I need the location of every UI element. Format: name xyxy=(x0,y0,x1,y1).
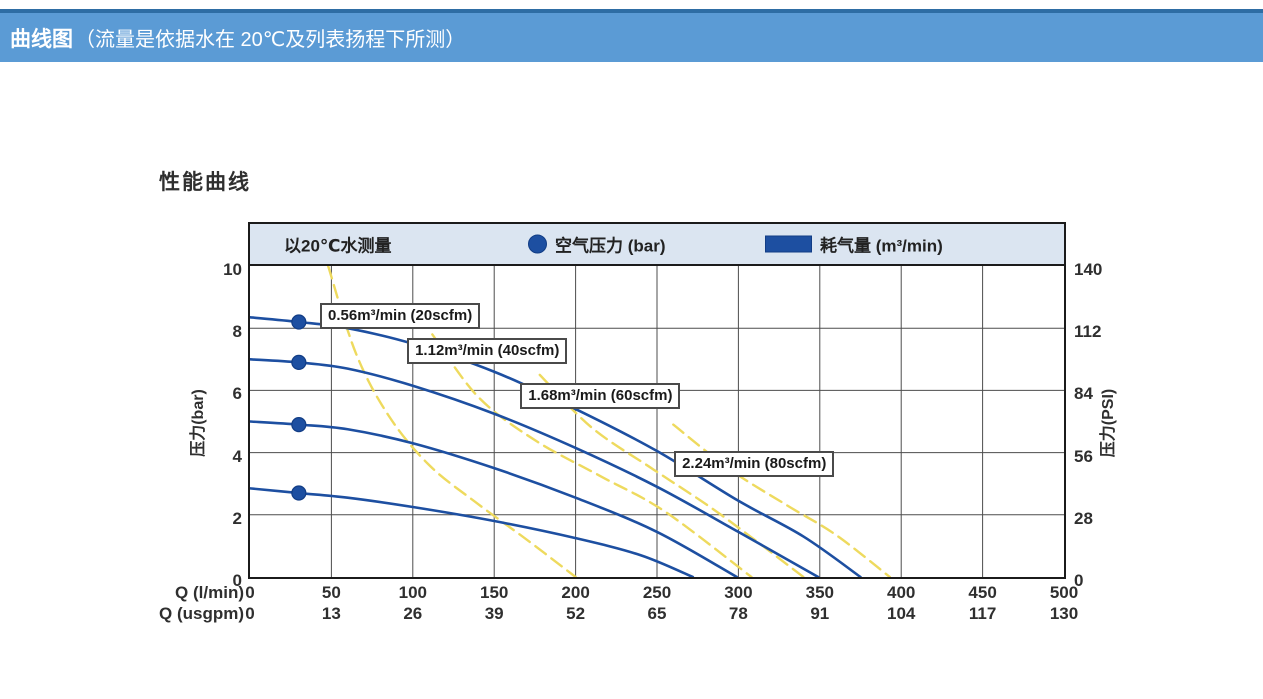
y-tick-bar: 0 xyxy=(232,571,242,590)
x-tick-lmin: 400 xyxy=(887,583,916,602)
y-tick-psi: 0 xyxy=(1074,571,1084,590)
y-axis-left-label: 压力(bar) xyxy=(190,389,207,457)
curve-dashed xyxy=(672,423,892,577)
x-tick-lmin: 200 xyxy=(561,583,590,602)
section-header-title: 曲线图 xyxy=(10,27,73,51)
legend-air-pressure: 空气压力 (bar) xyxy=(528,232,666,257)
chart-title: 性能曲线 xyxy=(159,171,251,194)
curve-dashed xyxy=(326,266,577,577)
section-header-bar: 曲线图 （流量是依据水在 20℃及列表扬程下所测） xyxy=(0,13,1263,62)
legend-air-pressure-label: 空气压力 (bar) xyxy=(555,236,666,256)
x-tick-lmin: 100 xyxy=(398,583,427,602)
y-tick-psi: 28 xyxy=(1074,508,1093,528)
x-tick-usgpm: 52 xyxy=(566,604,586,623)
x-tick-usgpm: 117 xyxy=(968,604,997,623)
legend-air-consumption: 耗气量 (m³/min) xyxy=(765,232,943,257)
x-tick-usgpm: 65 xyxy=(647,604,667,623)
curve-solid xyxy=(250,420,739,577)
plot-area: 0.56m³/min (20scfm) 1.12m³/min (40scfm) 1.… xyxy=(250,266,1064,577)
x-tick-lmin: 0 xyxy=(245,583,255,602)
x-tick-usgpm: 78 xyxy=(728,604,748,623)
y-tick-bar: 6 xyxy=(232,384,242,404)
y-tick-bar: 10 xyxy=(223,260,242,279)
curve-solid xyxy=(250,487,695,577)
x-tick-usgpm: 91 xyxy=(810,604,830,623)
curve-solid xyxy=(250,358,820,577)
x-tick-lmin: 250 xyxy=(642,583,672,602)
curve-dashed xyxy=(431,333,753,577)
x-axis-unit-lmin: Q (l/min) xyxy=(175,583,244,602)
section-header-subtitle: （流量是依据水在 20℃及列表扬程下所测） xyxy=(75,29,466,51)
x-axis-unit-usgpm: Q (usgpm) xyxy=(159,604,244,623)
x-tick-usgpm: 13 xyxy=(321,604,341,623)
air-pressure-dot xyxy=(291,485,307,501)
x-tick-lmin: 150 xyxy=(480,583,509,602)
x-tick-usgpm: 39 xyxy=(484,604,504,623)
performance-chart: 以20℃水测量 空气压力 (bar) 耗气量 (m³/min) 0.56m³/m… xyxy=(248,222,1066,579)
y-axis-right-label: 压力(PSI) xyxy=(1100,388,1117,458)
curve-label-box: 0.56m³/min (20scfm) xyxy=(320,303,481,329)
air-pressure-dot xyxy=(291,417,307,433)
air-pressure-dot-icon xyxy=(528,234,547,254)
air-consumption-bar-icon xyxy=(765,235,812,253)
legend-air-consumption-label: 耗气量 (m³/min) xyxy=(820,236,943,256)
x-tick-usgpm: 104 xyxy=(887,604,916,623)
x-tick-lmin: 300 xyxy=(724,583,753,602)
y-tick-psi: 140 xyxy=(1074,260,1103,279)
y-tick-psi: 84 xyxy=(1074,384,1093,404)
chart-legend: 以20℃水测量 空气压力 (bar) 耗气量 (m³/min) xyxy=(250,224,1064,266)
y-tick-psi: 112 xyxy=(1074,322,1102,342)
y-tick-bar: 2 xyxy=(232,508,242,528)
x-tick-usgpm: 130 xyxy=(1049,604,1079,623)
curve-label-box: 1.68m³/min (60scfm) xyxy=(520,382,681,409)
air-pressure-dot xyxy=(291,314,307,330)
curve-label-box: 2.24m³/min (80scfm) xyxy=(674,451,835,478)
y-tick-bar: 4 xyxy=(232,446,242,466)
curve-label-box: 1.12m³/min (40scfm) xyxy=(407,338,568,365)
x-tick-lmin: 50 xyxy=(321,583,341,602)
y-tick-psi: 56 xyxy=(1074,446,1093,466)
x-tick-lmin: 450 xyxy=(968,583,997,602)
x-tick-lmin: 500 xyxy=(1049,583,1079,602)
header-top-accent-line xyxy=(0,9,1263,13)
x-tick-usgpm: 0 xyxy=(245,604,255,623)
air-pressure-dot xyxy=(291,354,307,371)
y-tick-bar: 8 xyxy=(232,322,242,342)
legend-condition-label: 以20℃水测量 xyxy=(284,236,392,256)
x-tick-usgpm: 26 xyxy=(403,604,423,623)
x-tick-lmin: 350 xyxy=(805,583,834,602)
